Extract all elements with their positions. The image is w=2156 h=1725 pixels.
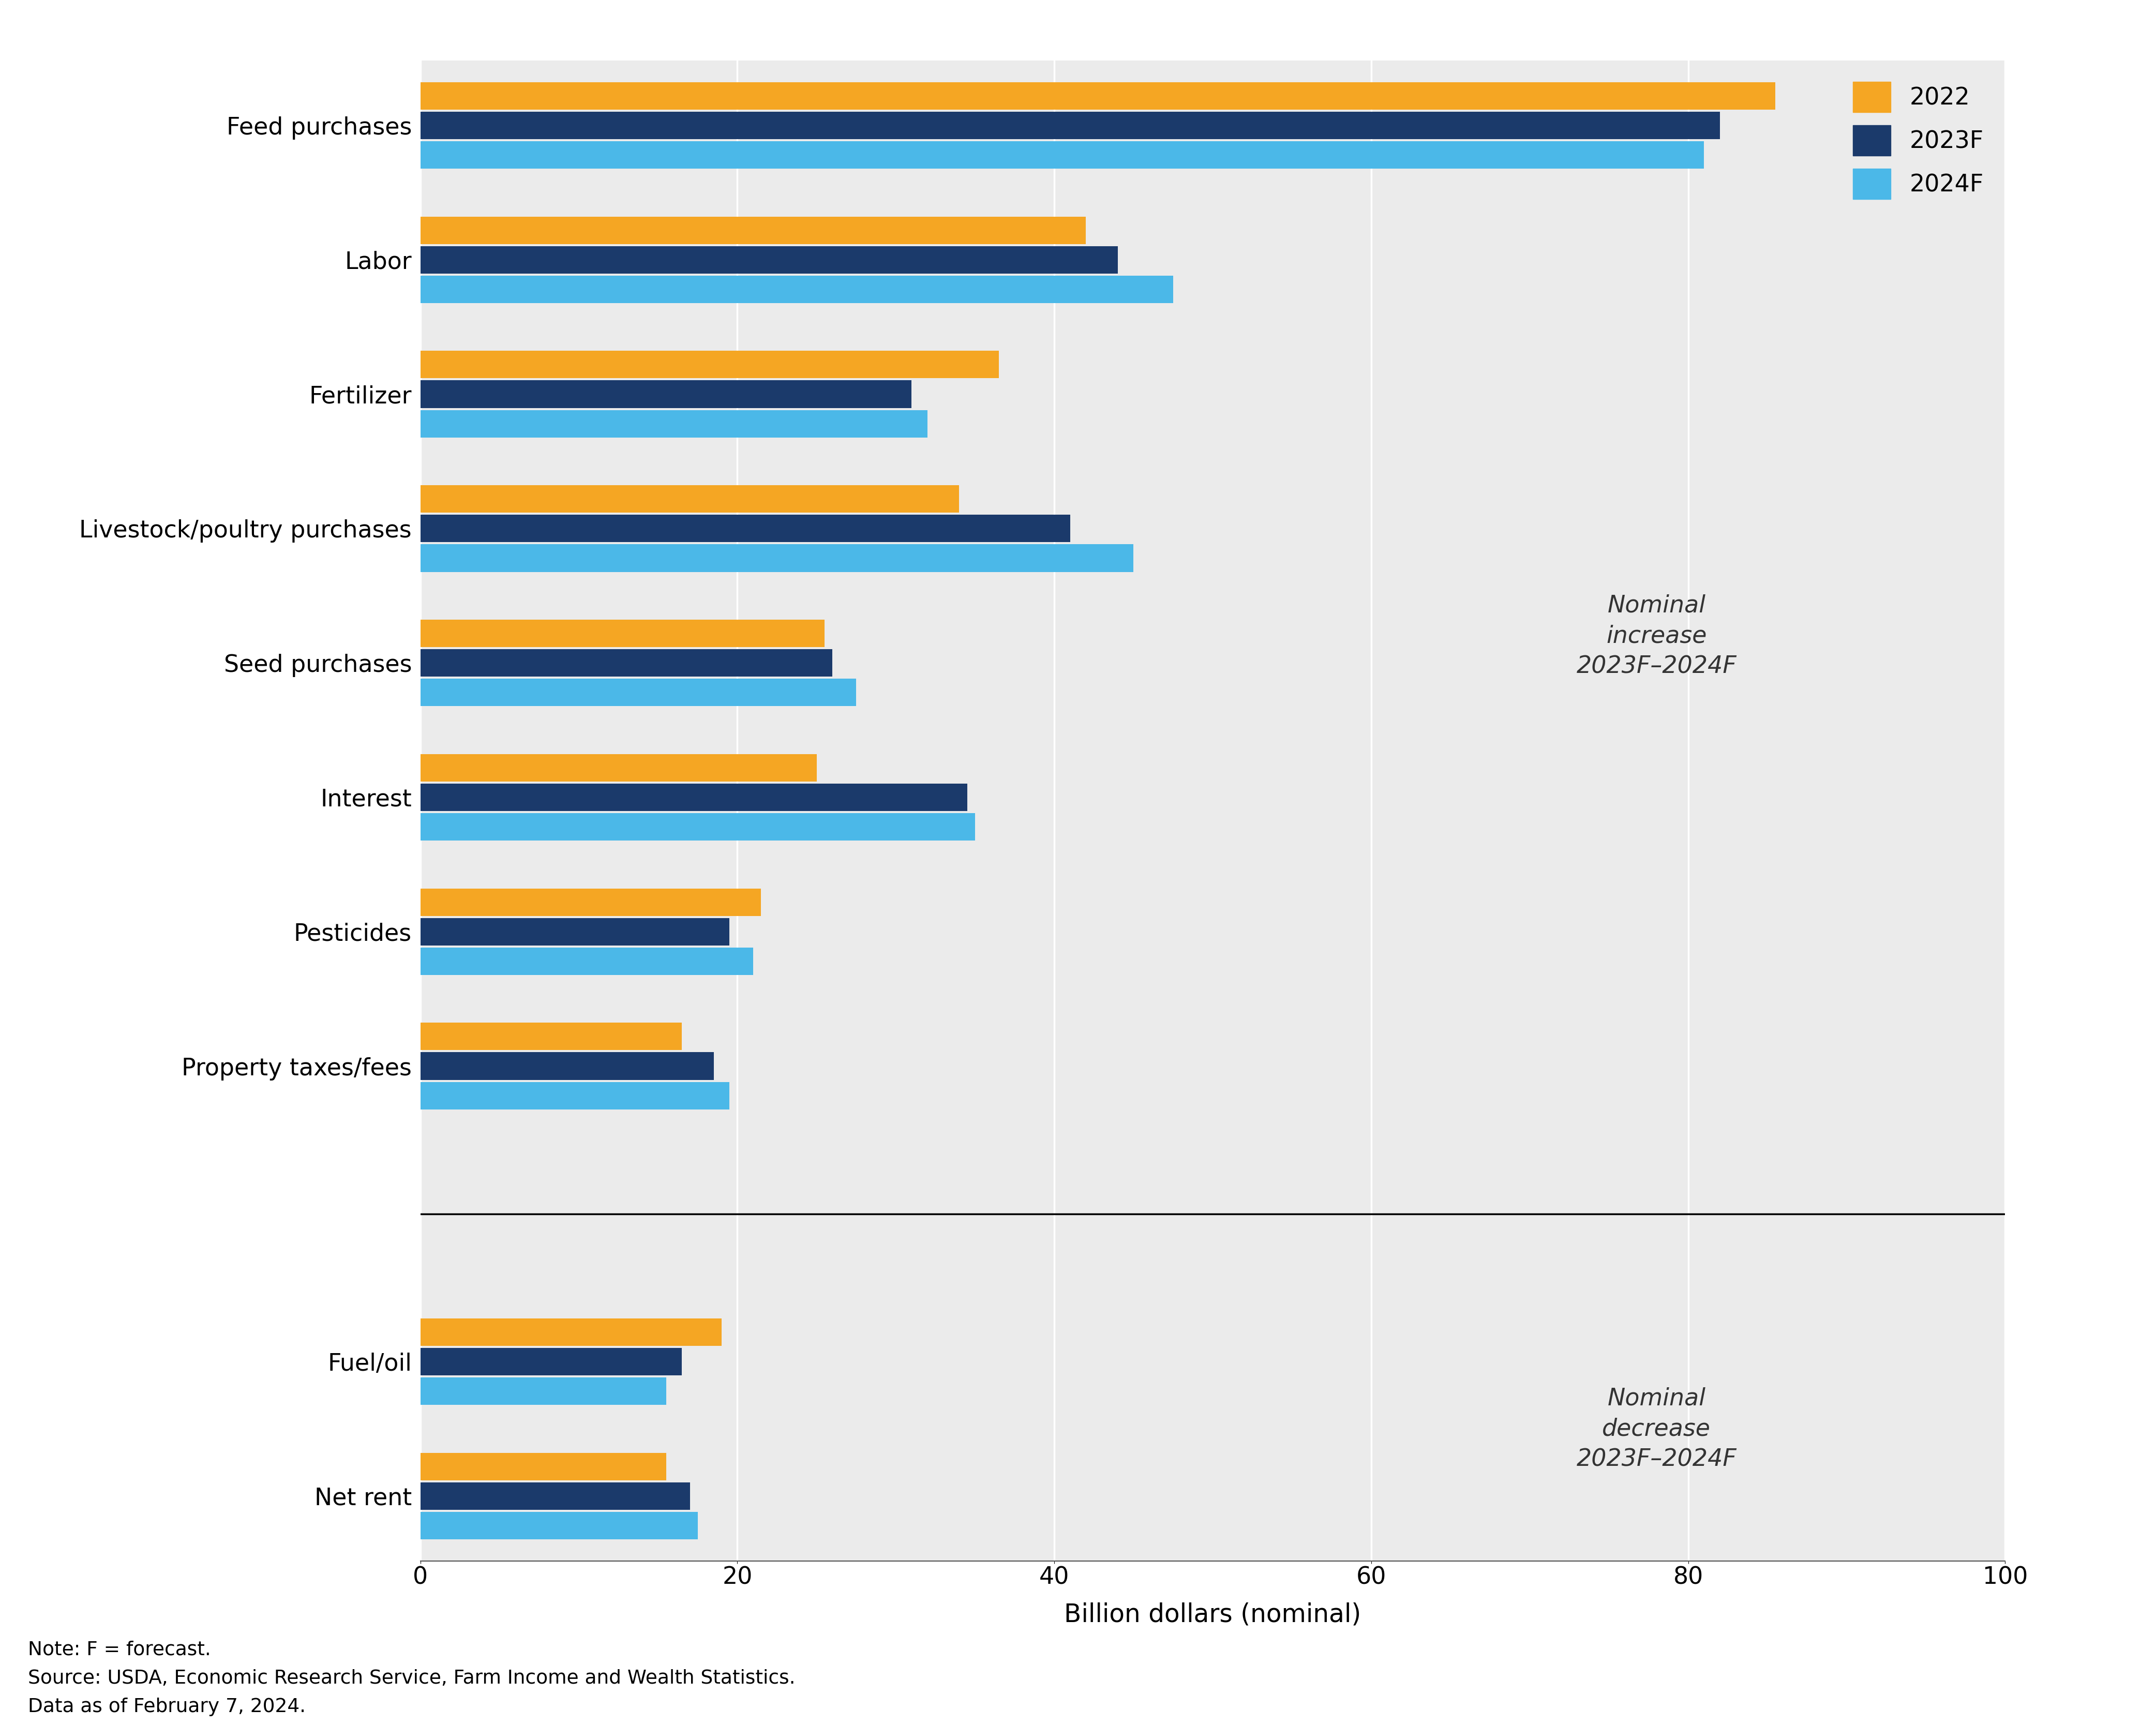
Bar <box>420 247 1117 274</box>
Bar <box>420 888 761 916</box>
Bar <box>420 1052 714 1080</box>
Text: Selected U.S. farm production expenses, 2022–2024F: Selected U.S. farm production expenses, … <box>28 43 1240 83</box>
Bar <box>420 1452 666 1480</box>
Bar <box>420 411 927 438</box>
Bar <box>420 1023 681 1051</box>
Text: Nominal
increase
2023F–2024F: Nominal increase 2023F–2024F <box>1576 593 1736 678</box>
Bar <box>420 1378 666 1406</box>
Bar <box>420 514 1069 542</box>
Bar <box>420 1318 722 1346</box>
Bar <box>420 141 1703 169</box>
Bar <box>420 276 1173 304</box>
Bar <box>420 947 752 975</box>
Bar <box>420 216 1087 243</box>
Bar <box>420 485 959 512</box>
Bar <box>420 1082 729 1109</box>
Legend: 2022, 2023F, 2024F: 2022, 2023F, 2024F <box>1843 72 1994 209</box>
Bar <box>420 1347 681 1375</box>
Text: Nominal
decrease
2023F–2024F: Nominal decrease 2023F–2024F <box>1576 1387 1736 1471</box>
Bar <box>420 783 968 811</box>
Bar <box>420 649 832 676</box>
Bar <box>420 112 1720 140</box>
Bar <box>420 1511 699 1539</box>
Bar <box>420 754 817 781</box>
Bar <box>420 381 912 407</box>
Bar <box>420 545 1134 573</box>
Bar <box>420 83 1774 110</box>
Bar <box>420 350 998 378</box>
Bar <box>420 812 975 840</box>
Bar <box>420 1482 690 1509</box>
Bar <box>420 619 824 647</box>
Bar <box>420 918 729 945</box>
X-axis label: Billion dollars (nominal): Billion dollars (nominal) <box>1065 1603 1360 1627</box>
Bar <box>420 678 856 706</box>
Text: Note: F = forecast.
Source: USDA, Economic Research Service, Farm Income and Wea: Note: F = forecast. Source: USDA, Econom… <box>28 1640 796 1716</box>
